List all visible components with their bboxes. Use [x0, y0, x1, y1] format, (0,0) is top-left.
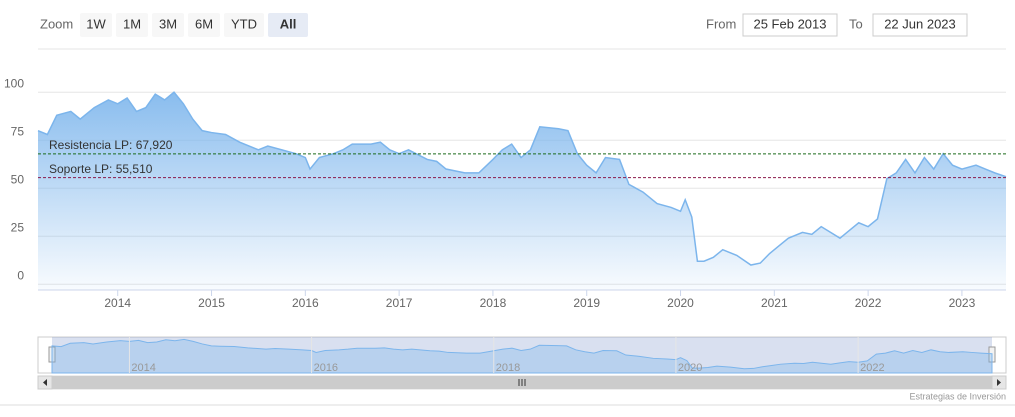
to-date[interactable]: 22 Jun 2023: [884, 16, 956, 31]
zoom-button-label[interactable]: 6M: [195, 16, 213, 31]
zoom-button-label[interactable]: 1W: [86, 16, 106, 31]
zoom-button-label[interactable]: 3M: [159, 16, 177, 31]
navigator-mask: [52, 337, 992, 373]
y-tick-label: 50: [11, 172, 25, 186]
plot-line-label: Soporte LP: 55,510: [49, 162, 153, 176]
area-fill: [38, 92, 1006, 291]
navigator[interactable]: [37, 336, 1007, 374]
x-tick-label: 2021: [761, 296, 788, 310]
zoom-button[interactable]: [188, 13, 220, 37]
zoom-button-label[interactable]: All: [280, 16, 297, 31]
x-tick-label: 2017: [386, 296, 413, 310]
navigator-tick-label: 2018: [496, 362, 520, 374]
x-tick-label: 2015: [198, 296, 225, 310]
from-label: From: [706, 16, 736, 31]
y-tick-label: 0: [17, 268, 24, 282]
from-date[interactable]: 25 Feb 2013: [753, 16, 826, 31]
navigator-tick-label: 2020: [678, 362, 702, 374]
zoom-button[interactable]: [152, 13, 184, 37]
x-tick-label: 2022: [855, 296, 882, 310]
to-input[interactable]: [872, 13, 968, 37]
zoom-label: Zoom: [40, 16, 73, 31]
navigator-tick-label: 2016: [314, 362, 338, 374]
zoom-button-label[interactable]: 1M: [123, 16, 141, 31]
arrow-icon: [43, 379, 47, 386]
x-tick-label: 2023: [949, 296, 976, 310]
x-tick-label: 2014: [104, 296, 131, 310]
x-tick-label: 2018: [480, 296, 507, 310]
navigator-tick-label: 2022: [860, 362, 884, 374]
x-tick-label: 2019: [573, 296, 600, 310]
zoom-button[interactable]: [224, 13, 264, 37]
to-label: To: [849, 16, 863, 31]
grip-icon: [518, 379, 526, 386]
from-input[interactable]: [742, 13, 838, 37]
y-tick-label: 100: [4, 76, 24, 90]
arrow-icon: [997, 379, 1001, 386]
navigator-tick-label: 2014: [131, 362, 155, 374]
zoom-button-label[interactable]: YTD: [231, 16, 257, 31]
x-tick-label: 2016: [292, 296, 319, 310]
x-tick-label: 2020: [667, 296, 694, 310]
area-line: [37, 91, 1007, 266]
credits: Estrategias de Inversión: [909, 391, 1006, 401]
zoom-button[interactable]: [80, 13, 112, 37]
y-tick-label: 25: [11, 220, 25, 234]
y-tick-label: 75: [11, 124, 25, 138]
plot-line-label: Resistencia LP: 67,920: [49, 138, 173, 152]
zoom-button[interactable]: [116, 13, 148, 37]
zoom-button[interactable]: [268, 13, 308, 37]
navigator-area: [51, 338, 993, 374]
